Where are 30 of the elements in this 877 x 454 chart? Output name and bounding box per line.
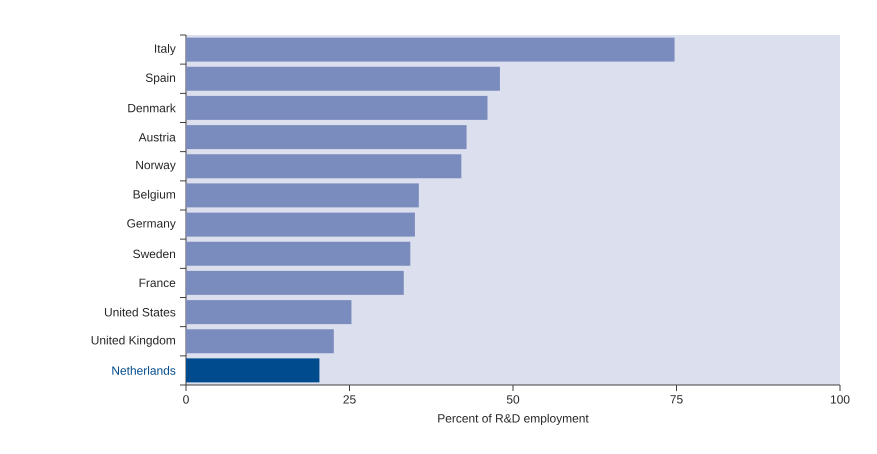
bar [186,270,404,295]
x-axis-title: Percent of R&D employment [438,414,589,425]
y-tick-label: Belgium [134,190,176,201]
x-tick-label: 25 [343,395,356,404]
y-tick-label: United States [104,308,176,316]
x-tick-label: 50 [506,395,520,404]
bar [186,38,675,62]
y-tick-label: Netherlands [112,366,176,375]
y-tick-label: Norway [136,160,176,172]
bar [186,125,467,150]
bar [186,358,320,382]
x-tick-label: 100 [830,395,850,404]
bar [186,96,488,120]
y-tick-label: Austria [138,132,176,142]
bar [186,154,462,178]
y-tick-label: Spain [146,73,176,84]
y-tick-label: Germany [127,219,176,230]
bar [186,183,419,208]
y-tick-label: United Kingdom [92,336,176,347]
bar [186,66,500,91]
bar [186,329,334,354]
y-tick-label: France [140,278,176,288]
bar [186,242,410,266]
bar [186,212,415,237]
bar [186,300,352,324]
x-tick-label: 0 [183,395,189,404]
x-tick-label: 75 [670,395,683,404]
y-tick-label: Sweden [133,249,176,258]
y-tick-label: Denmark [128,104,176,112]
y-tick-label: Italy [155,44,176,56]
